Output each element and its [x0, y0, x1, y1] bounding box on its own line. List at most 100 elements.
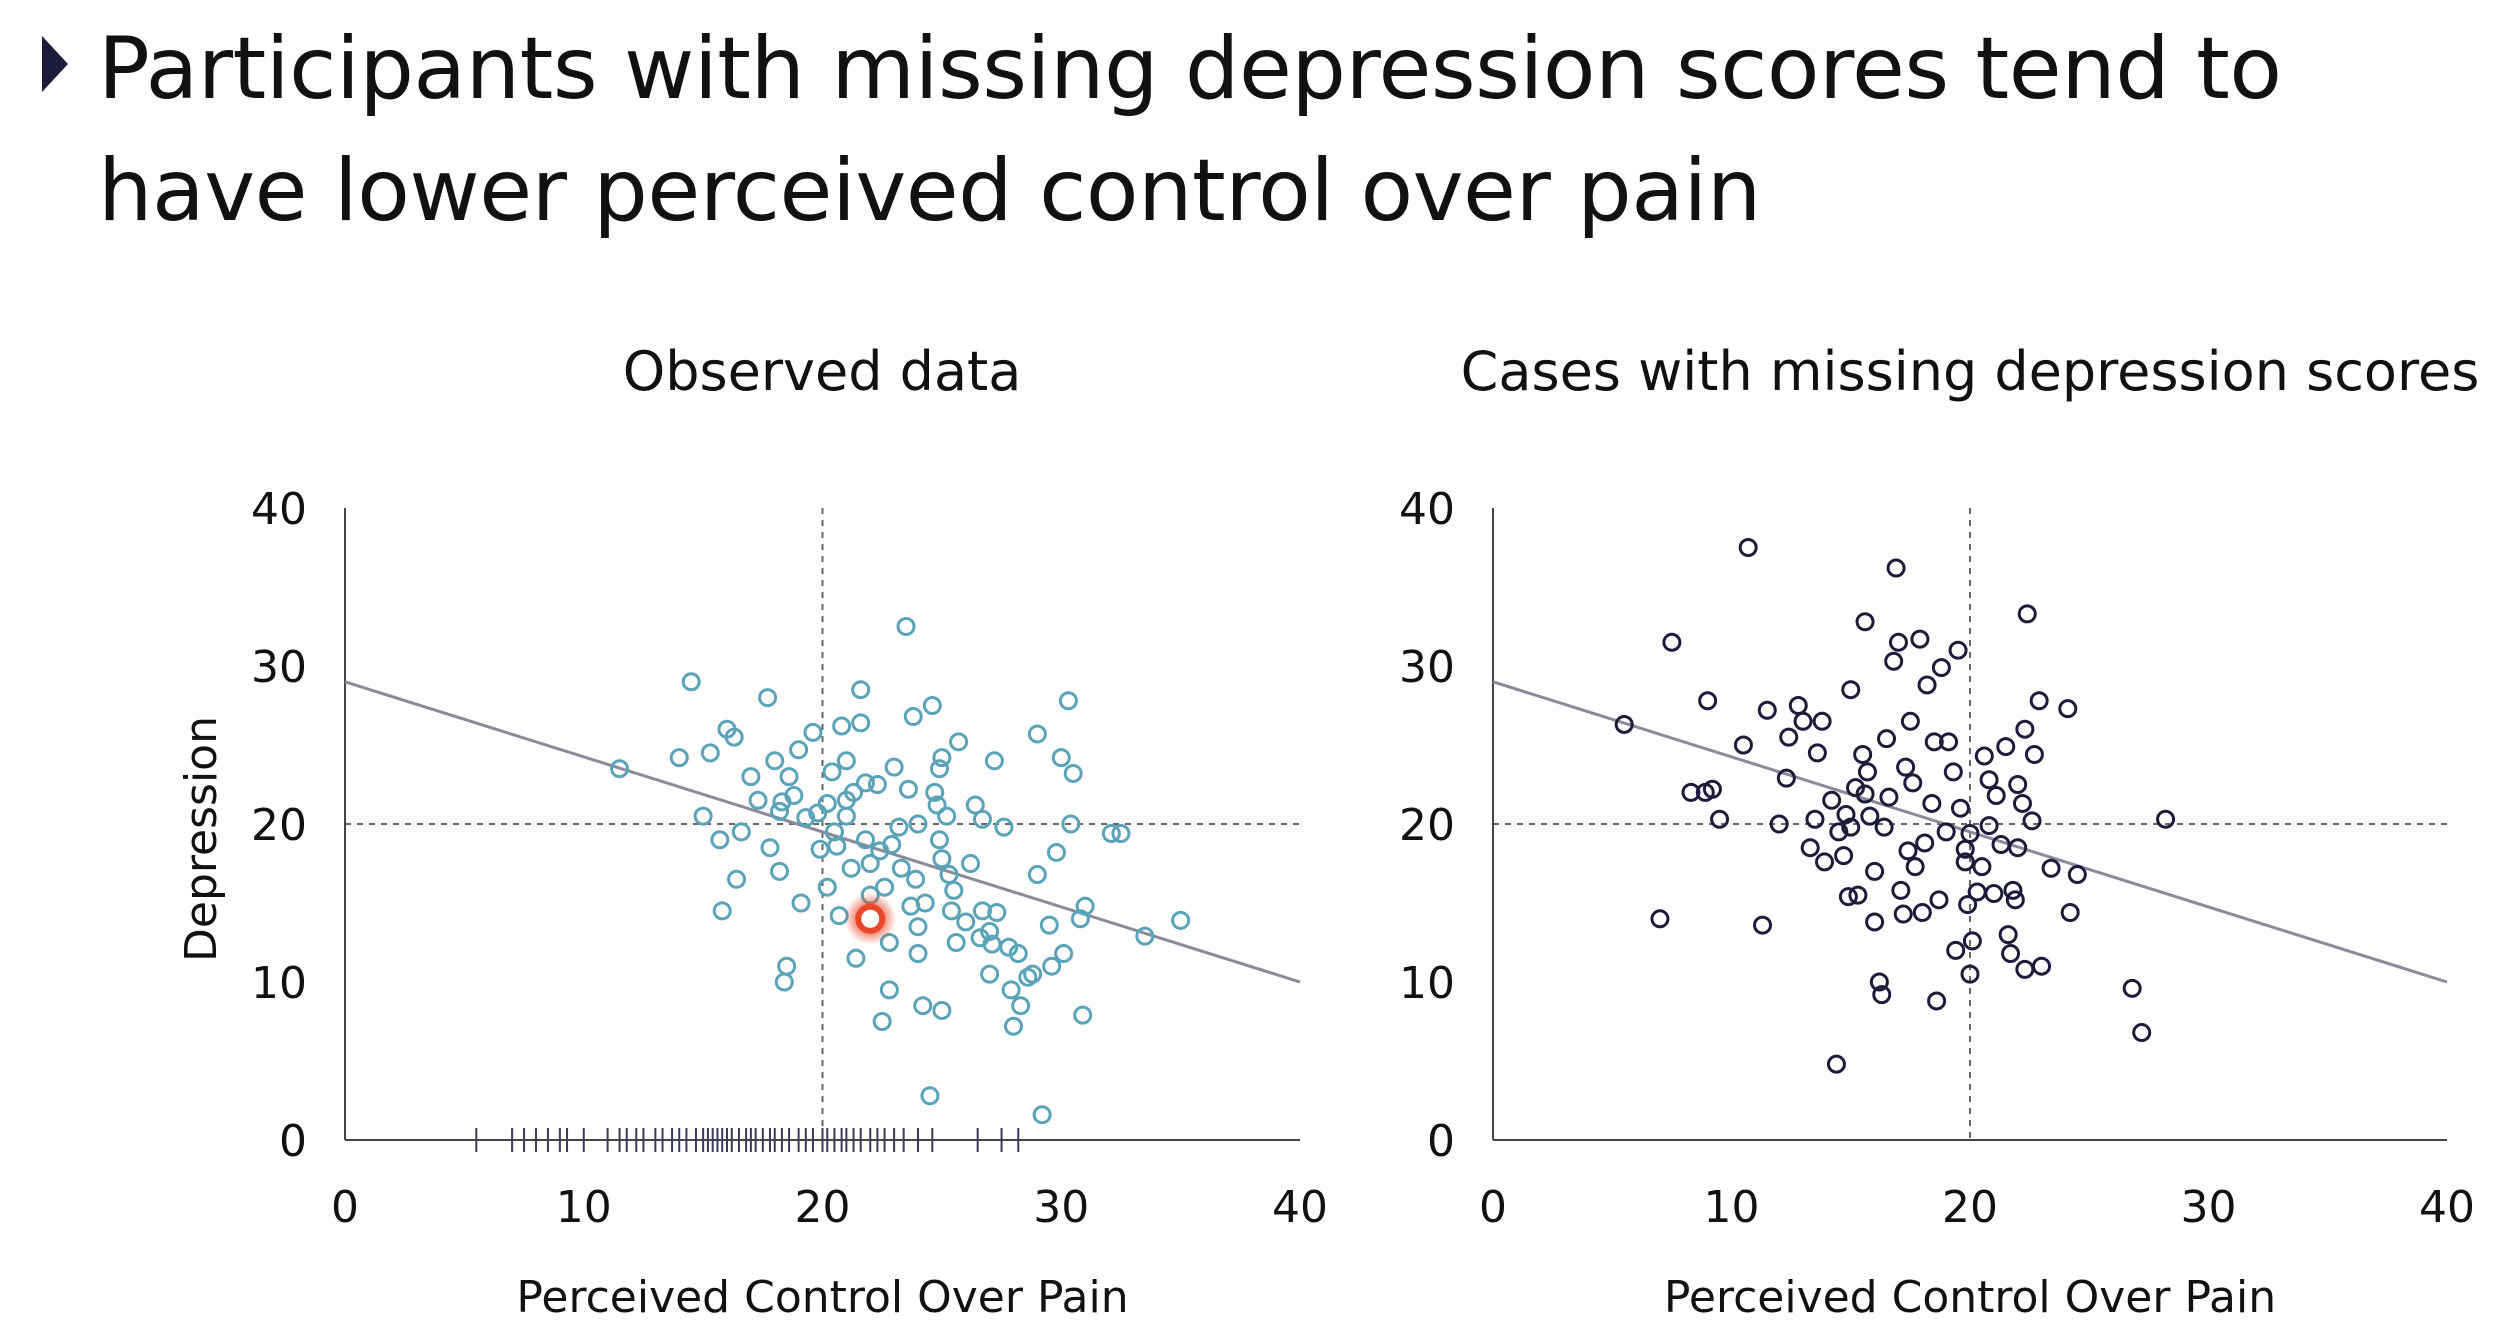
missing-data-point — [1939, 732, 1959, 752]
observed-data-point — [872, 1012, 892, 1031]
observed-data-point — [901, 896, 921, 916]
observed-y-axis-label: Depression — [176, 716, 227, 962]
observed-data-point — [610, 759, 630, 779]
observed-y-tick-label: 40 — [251, 484, 307, 535]
missing-data-point — [2058, 699, 2078, 719]
observed-data-point — [777, 956, 797, 976]
observed-data-point — [1032, 1105, 1052, 1125]
triangle-bullet-icon — [42, 36, 68, 92]
observed-data-point — [770, 861, 790, 881]
observed-data-point — [693, 806, 713, 826]
observed-data-point — [987, 902, 1007, 922]
missing-data-point — [1986, 786, 2006, 806]
observed-data-point — [822, 762, 842, 782]
missing-data-point — [1815, 852, 1835, 872]
missing-data-point — [2015, 719, 2035, 739]
missing-data-point — [1974, 746, 1994, 766]
missing-data-point — [2041, 858, 2061, 878]
observed-data-point — [855, 830, 875, 850]
observed-data-point — [700, 743, 720, 763]
observed-data-point — [867, 775, 887, 794]
observed-data-point — [946, 933, 966, 952]
observed-data-point — [984, 751, 1004, 771]
observed-y-tick-label: 30 — [251, 642, 307, 693]
observed-data-point — [941, 901, 961, 921]
missing-data-point — [1891, 880, 1911, 900]
observed-data-point — [796, 808, 816, 828]
observed-data-point — [898, 779, 918, 799]
missing-data-point — [1753, 915, 1773, 935]
missing-data-point — [1984, 884, 2004, 904]
missing-data-point — [1698, 691, 1718, 711]
missing-data-point — [1955, 852, 1975, 872]
missing-data-point — [1738, 538, 1758, 557]
observed-data-point — [712, 901, 732, 921]
missing-data-point — [1929, 890, 1949, 910]
observed-data-point — [956, 912, 976, 932]
missing-data-point — [2012, 793, 2032, 813]
missing-data-point — [1960, 823, 1980, 843]
missing-y-tick-label: 0 — [1427, 1116, 1455, 1167]
observed-data-point — [903, 707, 923, 727]
observed-x-tick-label: 30 — [1033, 1182, 1089, 1233]
observed-data-point — [1004, 1016, 1023, 1036]
missing-data-point — [1829, 822, 1849, 842]
missing-y-tick-label: 20 — [1399, 800, 1455, 851]
observed-regression-line — [344, 680, 1301, 984]
missing-data-point — [1853, 744, 1873, 764]
missing-data-point — [2001, 944, 2021, 964]
observed-data-point — [1063, 763, 1083, 783]
observed-data-point — [913, 996, 933, 1016]
observed-data-point — [1101, 823, 1121, 843]
missing-data-point — [2067, 865, 2087, 885]
observed-x-tick-label: 10 — [556, 1182, 612, 1233]
missing-data-point — [1805, 809, 1825, 829]
missing-data-point — [1879, 787, 1899, 807]
observed-data-point — [1135, 926, 1155, 946]
missing-data-point — [1931, 658, 1951, 678]
observed-data-point — [1051, 748, 1071, 768]
missing-data-point — [1681, 782, 1701, 802]
missing-x-axis-label: Perceived Control Over Pain — [1664, 1272, 2276, 1323]
observed-data-point — [836, 806, 856, 826]
observed-x-tick-label: 40 — [1272, 1182, 1328, 1233]
missing-data-point — [2029, 691, 2049, 711]
observed-data-point — [906, 869, 926, 889]
missing-data-point — [1838, 887, 1858, 907]
missing-data-point — [1948, 640, 1968, 660]
observed-data-point — [765, 751, 785, 771]
missing-y-tick-label: 30 — [1399, 642, 1455, 693]
observed-data-point — [779, 767, 799, 787]
observed-data-point — [972, 809, 992, 829]
observed-data-point — [949, 732, 969, 752]
observed-data-point — [770, 801, 790, 821]
missing-data-point — [1800, 838, 1820, 858]
missing-data-point — [1841, 680, 1861, 700]
observed-data-point — [1073, 1005, 1093, 1025]
observed-data-point — [908, 944, 928, 964]
observed-data-point — [980, 921, 1000, 941]
missing-data-point — [1733, 735, 1753, 755]
observed-data-point — [841, 858, 861, 878]
missing-chart-title: Cases with missing depression scores — [1461, 340, 2480, 403]
missing-data-point — [1757, 700, 1777, 720]
observed-data-point — [760, 838, 780, 858]
missing-data-point — [1905, 857, 1925, 877]
missing-data-point — [1893, 904, 1913, 924]
missing-data-point — [1793, 711, 1813, 731]
observed-data-point — [808, 803, 828, 823]
observed-data-point — [727, 869, 747, 889]
observed-highlight-point — [855, 903, 886, 934]
observed-data-point — [1046, 842, 1066, 862]
missing-data-point — [1972, 857, 1992, 877]
missing-data-point — [1662, 632, 1682, 652]
observed-data-point — [710, 830, 730, 850]
missing-data-point — [1912, 902, 1932, 922]
missing-data-point — [1996, 737, 2016, 757]
observed-data-point — [681, 672, 701, 692]
observed-data-point — [784, 786, 804, 806]
observed-data-point — [982, 934, 1002, 954]
missing-y-tick-label: 10 — [1399, 958, 1455, 1009]
observed-data-point — [1011, 996, 1031, 1016]
observed-data-point — [925, 782, 945, 802]
